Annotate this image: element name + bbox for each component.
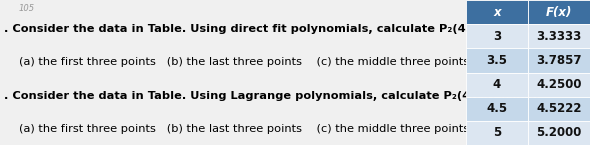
Bar bbox=[528, 97, 590, 121]
Text: 105: 105 bbox=[19, 4, 35, 13]
Bar bbox=[466, 72, 528, 97]
Bar bbox=[466, 0, 528, 24]
Text: . Consider the data in Table. Using Lagrange polynomials, calculate P₂(4.25) usi: . Consider the data in Table. Using Lagr… bbox=[4, 91, 539, 101]
Text: 4: 4 bbox=[493, 78, 501, 91]
Text: 5: 5 bbox=[493, 126, 501, 139]
Bar bbox=[528, 121, 590, 145]
Text: 4.2500: 4.2500 bbox=[536, 78, 582, 91]
Text: x: x bbox=[493, 6, 501, 19]
Bar bbox=[528, 48, 590, 72]
Text: 3.3333: 3.3333 bbox=[536, 30, 582, 43]
Bar bbox=[528, 24, 590, 48]
Text: 5.2000: 5.2000 bbox=[536, 126, 582, 139]
Text: (a) the first three points   (b) the last three points    (c) the middle three p: (a) the first three points (b) the last … bbox=[19, 57, 469, 67]
Bar bbox=[466, 97, 528, 121]
Text: 3.7857: 3.7857 bbox=[536, 54, 582, 67]
Text: F(x): F(x) bbox=[546, 6, 572, 19]
Bar bbox=[466, 24, 528, 48]
Bar bbox=[466, 48, 528, 72]
Text: (a) the first three points   (b) the last three points    (c) the middle three p: (a) the first three points (b) the last … bbox=[19, 124, 469, 134]
Text: 4.5222: 4.5222 bbox=[536, 102, 582, 115]
Bar bbox=[528, 72, 590, 97]
Text: 3: 3 bbox=[493, 30, 501, 43]
Bar bbox=[528, 0, 590, 24]
Text: 4.5: 4.5 bbox=[486, 102, 507, 115]
Bar bbox=[466, 121, 528, 145]
Text: 3.5: 3.5 bbox=[486, 54, 507, 67]
Text: . Consider the data in Table. Using direct fit polynomials, calculate P₂(4.25) u: . Consider the data in Table. Using dire… bbox=[4, 24, 535, 34]
